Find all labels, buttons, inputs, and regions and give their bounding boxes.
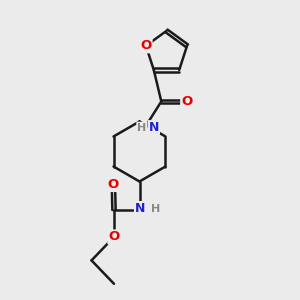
Text: O: O [140, 39, 152, 52]
Text: O: O [108, 230, 120, 244]
Text: N: N [148, 121, 159, 134]
Text: O: O [108, 178, 119, 191]
Text: H: H [137, 123, 146, 133]
Text: H: H [152, 203, 160, 214]
Text: O: O [181, 95, 192, 108]
Text: N: N [135, 202, 145, 215]
